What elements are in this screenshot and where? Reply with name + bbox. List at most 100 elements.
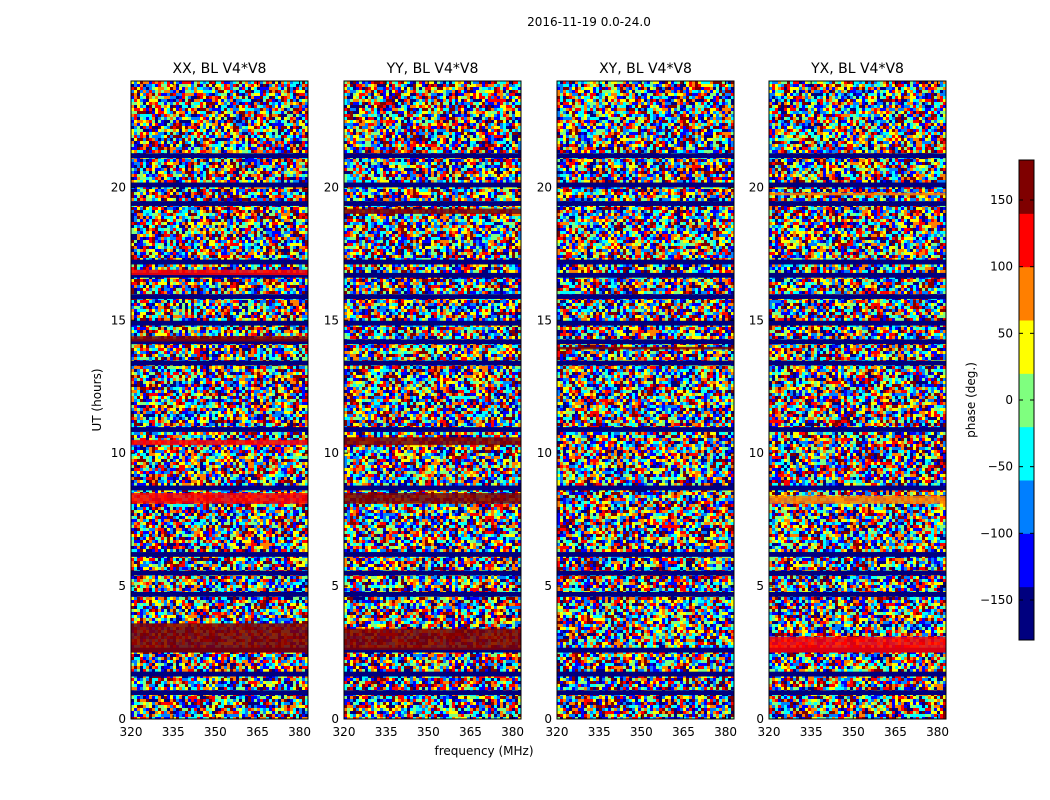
colorbar-tick-label: −50 [988, 460, 1013, 474]
heatmap-image [557, 81, 734, 719]
y-tick-label: 10 [324, 446, 339, 460]
phase-band [131, 269, 308, 276]
flagged-band [131, 690, 308, 696]
flagged-band [769, 272, 946, 278]
flagged-band [131, 485, 308, 491]
flagged-band [557, 153, 734, 159]
x-tick-label: 320 [333, 725, 356, 739]
phase-band [344, 208, 521, 214]
flagged-band [131, 360, 308, 366]
y-tick-label: 20 [111, 180, 126, 194]
phase-band [344, 493, 521, 504]
panel-frame [130, 80, 309, 720]
colorbar-tick-label: 50 [998, 326, 1013, 340]
colorbar-segment [1019, 480, 1034, 534]
flagged-band [131, 294, 308, 299]
x-tick-label: 380 [288, 725, 311, 739]
flagged-band [557, 182, 734, 188]
flagged-band [344, 671, 521, 677]
flagged-band [557, 201, 734, 206]
heatmap-image [131, 81, 308, 719]
x-tick-label: 320 [546, 725, 569, 739]
phase-band [769, 495, 946, 504]
panel-title: XX, BL V4*V8 [173, 61, 267, 77]
y-tick-label: 20 [537, 180, 552, 194]
phase-band [557, 346, 734, 350]
flagged-band [131, 427, 308, 432]
y-tick-label: 5 [331, 579, 339, 593]
flagged-band [769, 153, 946, 159]
y-tick-label: 0 [118, 712, 126, 726]
flagged-band [769, 320, 946, 326]
x-tick-label: 335 [162, 725, 185, 739]
flagged-band [769, 201, 946, 206]
colorbar-tick-label: −100 [980, 526, 1013, 540]
colorbar-segment [1019, 426, 1034, 481]
y-tick-label: 0 [544, 712, 552, 726]
x-tick-label: 335 [800, 725, 823, 739]
flagged-band [557, 690, 734, 696]
flagged-band [557, 339, 734, 345]
y-tick-label: 10 [537, 446, 552, 460]
flagged-band [769, 294, 946, 299]
heatmap-image [769, 81, 946, 719]
figure-title: 2016-11-19 0.0-24.0 [527, 15, 651, 29]
flagged-band [344, 272, 521, 278]
flagged-band [344, 259, 521, 265]
phase-band [344, 628, 521, 650]
flagged-band [344, 552, 521, 557]
x-tick-label: 350 [842, 725, 865, 739]
colorbar-segment [1019, 373, 1034, 428]
panel-2: YY, BL V4*V8 320 335 350 365 380 0 5 10 15 20 [324, 61, 524, 739]
flagged-band [769, 339, 946, 345]
y-axis-label: UT (hours) [90, 368, 104, 431]
y-tick-label: 15 [749, 313, 764, 327]
x-tick-label: 350 [204, 725, 227, 739]
y-tick-label: 0 [331, 712, 339, 726]
flagged-band [557, 570, 734, 576]
flagged-band [769, 570, 946, 576]
flagged-band [131, 339, 308, 345]
x-tick-label: 350 [630, 725, 653, 739]
colorbar-segment [1019, 213, 1034, 268]
colorbar-segment [1019, 586, 1034, 641]
x-tick-label: 365 [246, 725, 269, 739]
colorbar: −150 −100 −50 0 50 100 150 [980, 159, 1035, 641]
flagged-band [769, 671, 946, 677]
flagged-band [344, 690, 521, 696]
flagged-band [769, 552, 946, 557]
x-tick-label: 335 [588, 725, 611, 739]
phase-band [769, 192, 946, 196]
colorbar-segment [1019, 266, 1034, 321]
flagged-band [557, 272, 734, 278]
y-tick-label: 5 [544, 579, 552, 593]
colorbar-tick-label: 0 [1005, 393, 1013, 407]
flagged-band [557, 647, 734, 653]
flagged-band [131, 182, 308, 188]
flagged-band [344, 320, 521, 326]
phase-band [769, 636, 946, 653]
panel-1: XX, BL V4*V8 320 335 350 365 380 0 5 10 15 20 [111, 61, 311, 739]
colorbar-tick-label: −150 [980, 593, 1013, 607]
panel-title: XY, BL V4*V8 [599, 61, 692, 77]
y-tick-label: 15 [537, 313, 552, 327]
panel-frame [768, 80, 947, 720]
colorbar-segment [1019, 160, 1034, 214]
y-tick-label: 15 [324, 313, 339, 327]
panel-4: YX, BL V4*V8 320 335 350 365 380 0 5 10 15 20 [749, 61, 949, 739]
flagged-band [344, 570, 521, 576]
flagged-band [131, 320, 308, 326]
flagged-band [344, 201, 521, 206]
flagged-band [769, 591, 946, 597]
flagged-band [344, 182, 521, 188]
flagged-band [557, 671, 734, 677]
flagged-band [131, 671, 308, 677]
flagged-band [557, 360, 734, 366]
colorbar-tick-label: 150 [990, 193, 1013, 207]
panel-title: YY, BL V4*V8 [386, 61, 479, 77]
y-tick-label: 20 [749, 180, 764, 194]
y-tick-label: 5 [756, 579, 764, 593]
flagged-band [131, 272, 308, 278]
flagged-band [131, 591, 308, 597]
